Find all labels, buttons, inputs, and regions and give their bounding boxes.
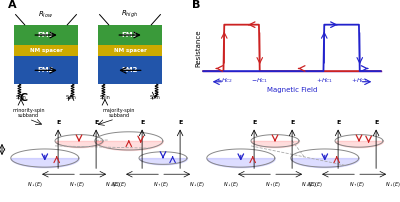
- Text: $N_{\downarrow}(E)$: $N_{\downarrow}(E)$: [223, 180, 239, 189]
- Text: NM spacer: NM spacer: [114, 48, 146, 53]
- Text: Magnetic Field: Magnetic Field: [267, 87, 317, 93]
- Text: $N_{\downarrow}(E)$: $N_{\downarrow}(E)$: [385, 180, 400, 189]
- Text: E: E: [290, 120, 294, 125]
- Text: $N_{\uparrow}(E)$: $N_{\uparrow}(E)$: [153, 180, 169, 189]
- Text: FM2: FM2: [122, 67, 138, 73]
- Text: Spin: Spin: [150, 95, 160, 100]
- Text: $N_{\downarrow}(E)$: $N_{\downarrow}(E)$: [105, 180, 121, 189]
- Text: FM2: FM2: [38, 67, 54, 73]
- Text: E: E: [374, 120, 378, 125]
- Text: Spin: Spin: [66, 95, 76, 100]
- Text: B: B: [192, 0, 200, 10]
- Text: $N_{\downarrow}(E)$: $N_{\downarrow}(E)$: [307, 180, 323, 189]
- Text: A: A: [8, 0, 17, 10]
- Text: $N_{\downarrow}(E)$: $N_{\downarrow}(E)$: [111, 180, 127, 189]
- Text: E: E: [140, 120, 144, 125]
- Text: E: E: [56, 120, 60, 125]
- Text: $R_{low}$: $R_{low}$: [38, 9, 54, 20]
- Text: $N_{\uparrow}(E)$: $N_{\uparrow}(E)$: [265, 180, 281, 189]
- Text: Resistance: Resistance: [196, 29, 202, 67]
- Text: E: E: [178, 120, 182, 125]
- Text: E: E: [336, 120, 340, 125]
- Text: $+H_{C1}$: $+H_{C1}$: [316, 76, 333, 85]
- Text: $N_{\downarrow}(E)$: $N_{\downarrow}(E)$: [189, 180, 205, 189]
- Bar: [14, 56, 78, 84]
- Text: $+H_{C2}$: $+H_{C2}$: [351, 76, 368, 85]
- Text: Spin: Spin: [16, 95, 26, 100]
- Text: $N_{\downarrow}(E)$: $N_{\downarrow}(E)$: [301, 180, 317, 189]
- Text: E: E: [94, 120, 98, 125]
- Text: $N_{\uparrow}(E)$: $N_{\uparrow}(E)$: [349, 180, 365, 189]
- Text: $-H_{C2}$: $-H_{C2}$: [216, 76, 233, 85]
- Bar: [98, 56, 162, 84]
- Text: minority-spin
subband: minority-spin subband: [12, 108, 45, 118]
- Text: $-H_{C1}$: $-H_{C1}$: [251, 76, 268, 85]
- Text: $N_{\downarrow}(E)$: $N_{\downarrow}(E)$: [27, 180, 43, 189]
- Text: Spin: Spin: [100, 95, 110, 100]
- Text: $R_{high}$: $R_{high}$: [121, 9, 139, 20]
- Bar: [98, 45, 162, 56]
- Text: majority-spin
subband: majority-spin subband: [103, 108, 135, 118]
- Bar: [14, 25, 78, 45]
- Bar: [14, 45, 78, 56]
- Text: E: E: [252, 120, 256, 125]
- Bar: [98, 25, 162, 45]
- Text: NM spacer: NM spacer: [30, 48, 62, 53]
- Text: FM1: FM1: [122, 32, 138, 38]
- Text: C: C: [20, 93, 28, 103]
- Text: $N_{\uparrow}(E)$: $N_{\uparrow}(E)$: [69, 180, 85, 189]
- Text: FM1: FM1: [38, 32, 54, 38]
